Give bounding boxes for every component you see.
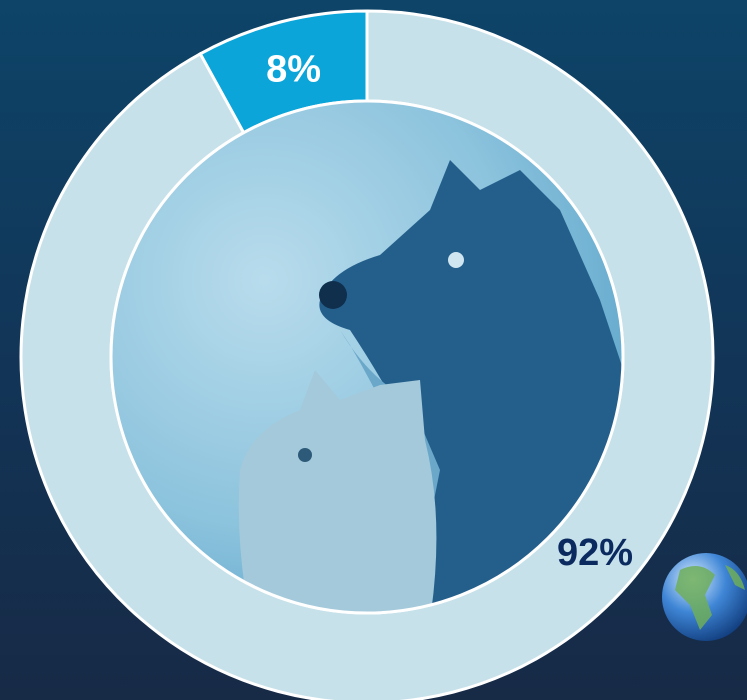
value-label: 8%	[266, 48, 321, 90]
value-label: 92%	[557, 532, 633, 574]
globe-icon	[662, 553, 747, 641]
pet-photo	[111, 101, 623, 613]
inner-border	[109, 99, 625, 615]
